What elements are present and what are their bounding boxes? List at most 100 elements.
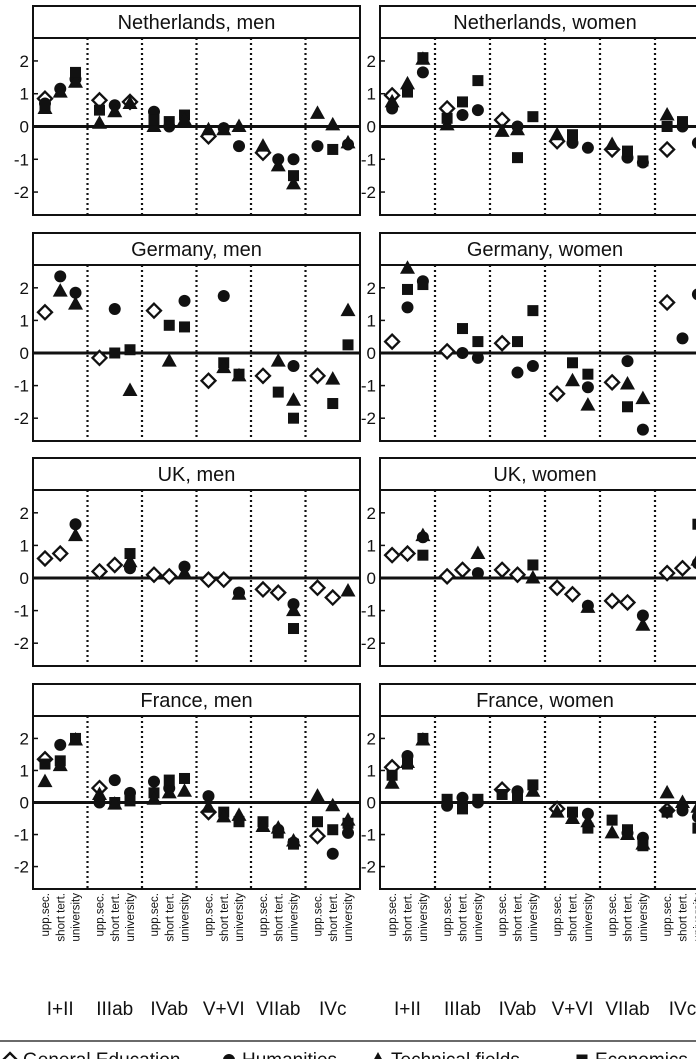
point-technical-fields — [216, 808, 232, 823]
point-economics — [148, 114, 160, 126]
panel-frame — [379, 5, 696, 216]
point-general-education — [160, 567, 178, 585]
point-economics — [692, 518, 696, 530]
point-technical-fields — [255, 818, 271, 833]
y-tick-label: 1 — [367, 85, 376, 104]
x-category-label: short tert. — [403, 893, 415, 942]
x-category-label: upp.sec. — [497, 893, 509, 936]
point-economics — [402, 86, 413, 98]
point-economics — [163, 116, 175, 128]
point-technical-fields — [68, 74, 84, 88]
point-general-education — [324, 588, 342, 607]
y-tick-label: 1 — [367, 761, 376, 780]
point-technical-fields — [68, 732, 84, 746]
y-tick-label: -2 — [361, 409, 376, 428]
point-economics — [342, 339, 354, 351]
legend-entry-economics: Economics — [576, 1050, 688, 1059]
y-tick-label: 0 — [20, 344, 29, 363]
point-technical-fields — [340, 134, 356, 149]
y-tick-label: -1 — [14, 377, 29, 396]
point-technical-fields — [231, 367, 247, 382]
point-general-education — [438, 342, 456, 360]
y-tick-label: 0 — [20, 794, 29, 813]
point-economics — [327, 143, 339, 155]
point-economics — [288, 170, 300, 182]
point-economics — [272, 386, 284, 398]
point-humanities — [311, 140, 324, 153]
point-general-education — [199, 571, 218, 589]
point-economics — [39, 758, 51, 770]
point-technical-fields — [107, 103, 123, 118]
point-technical-fields — [565, 372, 580, 387]
point-humanities — [217, 289, 230, 302]
x-category-label: upp.sec. — [94, 893, 106, 936]
y-tick-label: -2 — [361, 183, 376, 202]
point-economics — [582, 368, 594, 380]
point-technical-fields — [635, 390, 651, 405]
point-technical-fields — [580, 397, 596, 411]
point-technical-fields — [286, 392, 302, 406]
point-technical-fields — [122, 95, 138, 110]
point-technical-fields — [286, 175, 302, 190]
x-category-label: upp.sec. — [387, 893, 399, 936]
legend: General Education Humanities Technical fie… — [0, 1040, 696, 1059]
x-group-label: IVc — [319, 999, 346, 1020]
point-technical-fields — [91, 115, 107, 129]
point-general-education — [308, 367, 327, 385]
point-general-education — [145, 302, 163, 320]
point-technical-fields — [400, 260, 415, 274]
point-technical-fields — [146, 791, 162, 805]
panel-title: Netherlands, men — [118, 12, 276, 34]
y-tick-label: 1 — [20, 85, 29, 104]
point-humanities — [581, 807, 594, 820]
legend-marker-triangle — [374, 1052, 382, 1059]
point-technical-fields — [510, 121, 525, 136]
x-category-label: university — [583, 893, 595, 942]
point-technical-fields — [659, 784, 675, 799]
point-technical-fields — [325, 116, 341, 131]
point-economics — [417, 549, 429, 561]
point-technical-fields — [549, 804, 565, 818]
y-tick-label: 0 — [367, 118, 376, 137]
point-economics — [496, 788, 508, 800]
point-economics — [472, 336, 484, 348]
x-category-label: short tert. — [513, 893, 525, 942]
y-tick-label: -1 — [361, 602, 376, 621]
y-tick-label: -1 — [361, 826, 376, 845]
point-technical-fields — [525, 783, 541, 797]
point-general-education — [215, 571, 233, 589]
point-technical-fields — [286, 832, 302, 847]
point-economics — [233, 816, 245, 828]
point-economics — [327, 398, 339, 410]
point-technical-fields — [470, 545, 486, 560]
x-category-label: university — [234, 893, 246, 942]
point-technical-fields — [37, 773, 53, 788]
x-category-label: university — [343, 893, 355, 942]
point-economics — [124, 344, 136, 356]
point-humanities — [108, 774, 121, 787]
point-technical-fields — [270, 353, 286, 367]
legend-marker-circle — [223, 1054, 235, 1059]
point-humanities — [69, 518, 82, 531]
y-tick-label: 2 — [367, 504, 376, 523]
point-economics — [527, 305, 539, 317]
point-economics — [179, 321, 191, 333]
point-humanities — [581, 381, 594, 394]
point-technical-fields — [604, 824, 620, 839]
point-technical-fields — [91, 786, 107, 800]
point-economics — [472, 75, 484, 87]
panel-title: Germany, women — [467, 239, 623, 261]
point-economics — [163, 774, 175, 786]
point-economics — [527, 111, 539, 123]
point-general-education — [673, 559, 692, 577]
panel-netherlands-men: Netherlands, men 2 1 0 -1 -2 — [14, 5, 361, 216]
x-group-label: I+II — [47, 999, 74, 1020]
point-humanities — [233, 140, 246, 153]
point-humanities — [676, 804, 689, 817]
point-humanities — [621, 355, 634, 368]
point-general-education — [548, 579, 566, 597]
y-tick-label: 0 — [367, 569, 376, 588]
point-humanities — [326, 847, 339, 860]
y-tick-label: 0 — [20, 118, 29, 137]
y-tick-label: 2 — [20, 729, 29, 748]
